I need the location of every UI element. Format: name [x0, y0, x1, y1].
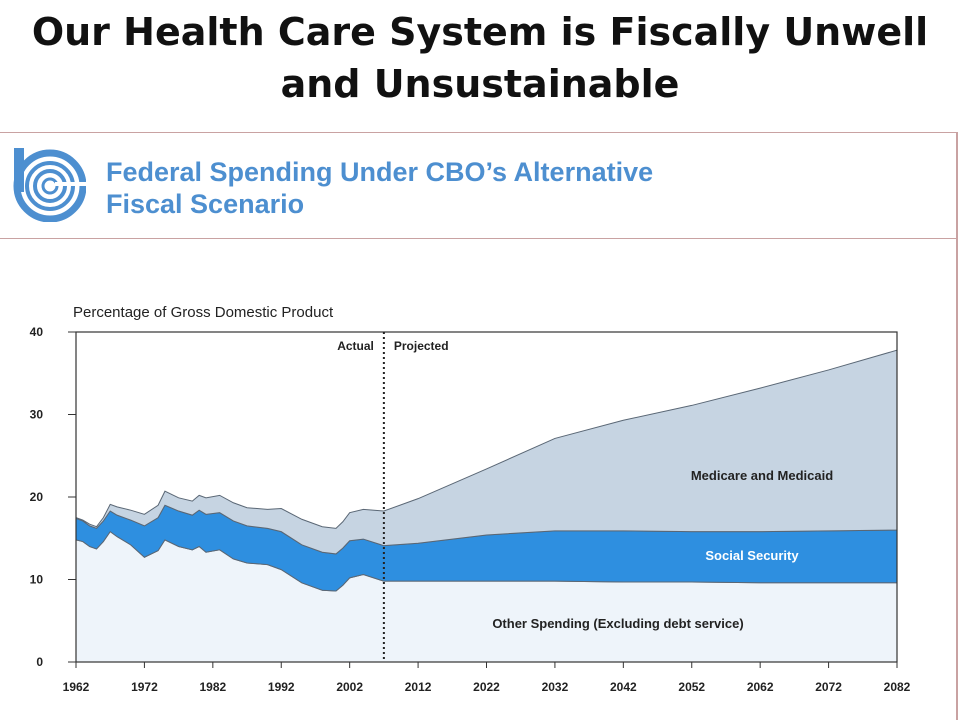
x-tick-label-2072: 2072 — [815, 680, 842, 694]
x-tick-label-2062: 2062 — [747, 680, 774, 694]
y-tick-label-30: 30 — [30, 408, 44, 422]
x-tick-label-2032: 2032 — [542, 680, 569, 694]
y-tick-label-20: 20 — [30, 490, 44, 504]
report-header: Federal Spending Under CBO’s Alternative… — [106, 156, 653, 220]
y-axis-label: Percentage of Gross Domestic Product — [73, 304, 334, 321]
x-tick-label-2052: 2052 — [678, 680, 705, 694]
x-tick-label-2002: 2002 — [336, 680, 363, 694]
slide-title-line-2: and Unsustainable — [280, 62, 680, 106]
x-tick-label-1962: 1962 — [63, 680, 90, 694]
report-header-line-1: Federal Spending Under CBO’s Alternative — [106, 157, 654, 187]
projected-label: Projected — [394, 339, 449, 353]
medicare-medicaid-label: Medicare and Medicaid — [691, 468, 833, 483]
y-tick-label-40: 40 — [30, 325, 44, 339]
social-security-label: Social Security — [705, 548, 799, 563]
slide-title-line-1: Our Health Care System is Fiscally Unwel… — [31, 10, 929, 54]
x-tick-label-2042: 2042 — [610, 680, 637, 694]
header-divider — [0, 238, 958, 239]
scan-right-rule — [956, 132, 958, 720]
y-tick-label-0: 0 — [36, 655, 43, 669]
x-tick-label-2082: 2082 — [884, 680, 911, 694]
actual-label: Actual — [337, 339, 374, 353]
spending-chart: 0 10 20 30 40 1962 1972 1982 1992 2002 2012 2022 203… — [30, 304, 911, 694]
x-tick-label-1972: 1972 — [131, 680, 158, 694]
other-spending-label: Other Spending (Excluding debt service) — [492, 616, 743, 631]
x-tick-label-1992: 1992 — [268, 680, 295, 694]
slide-title: Our Health Care System is Fiscally Unwel… — [0, 6, 960, 110]
report-header-line-2: Fiscal Scenario — [106, 189, 305, 219]
y-tick-label-10: 10 — [30, 573, 44, 587]
cbo-logo-icon — [13, 148, 86, 222]
scan-top-rule — [0, 132, 958, 133]
x-tick-label-1982: 1982 — [199, 680, 226, 694]
x-tick-label-2022: 2022 — [473, 680, 500, 694]
x-tick-label-2012: 2012 — [405, 680, 432, 694]
